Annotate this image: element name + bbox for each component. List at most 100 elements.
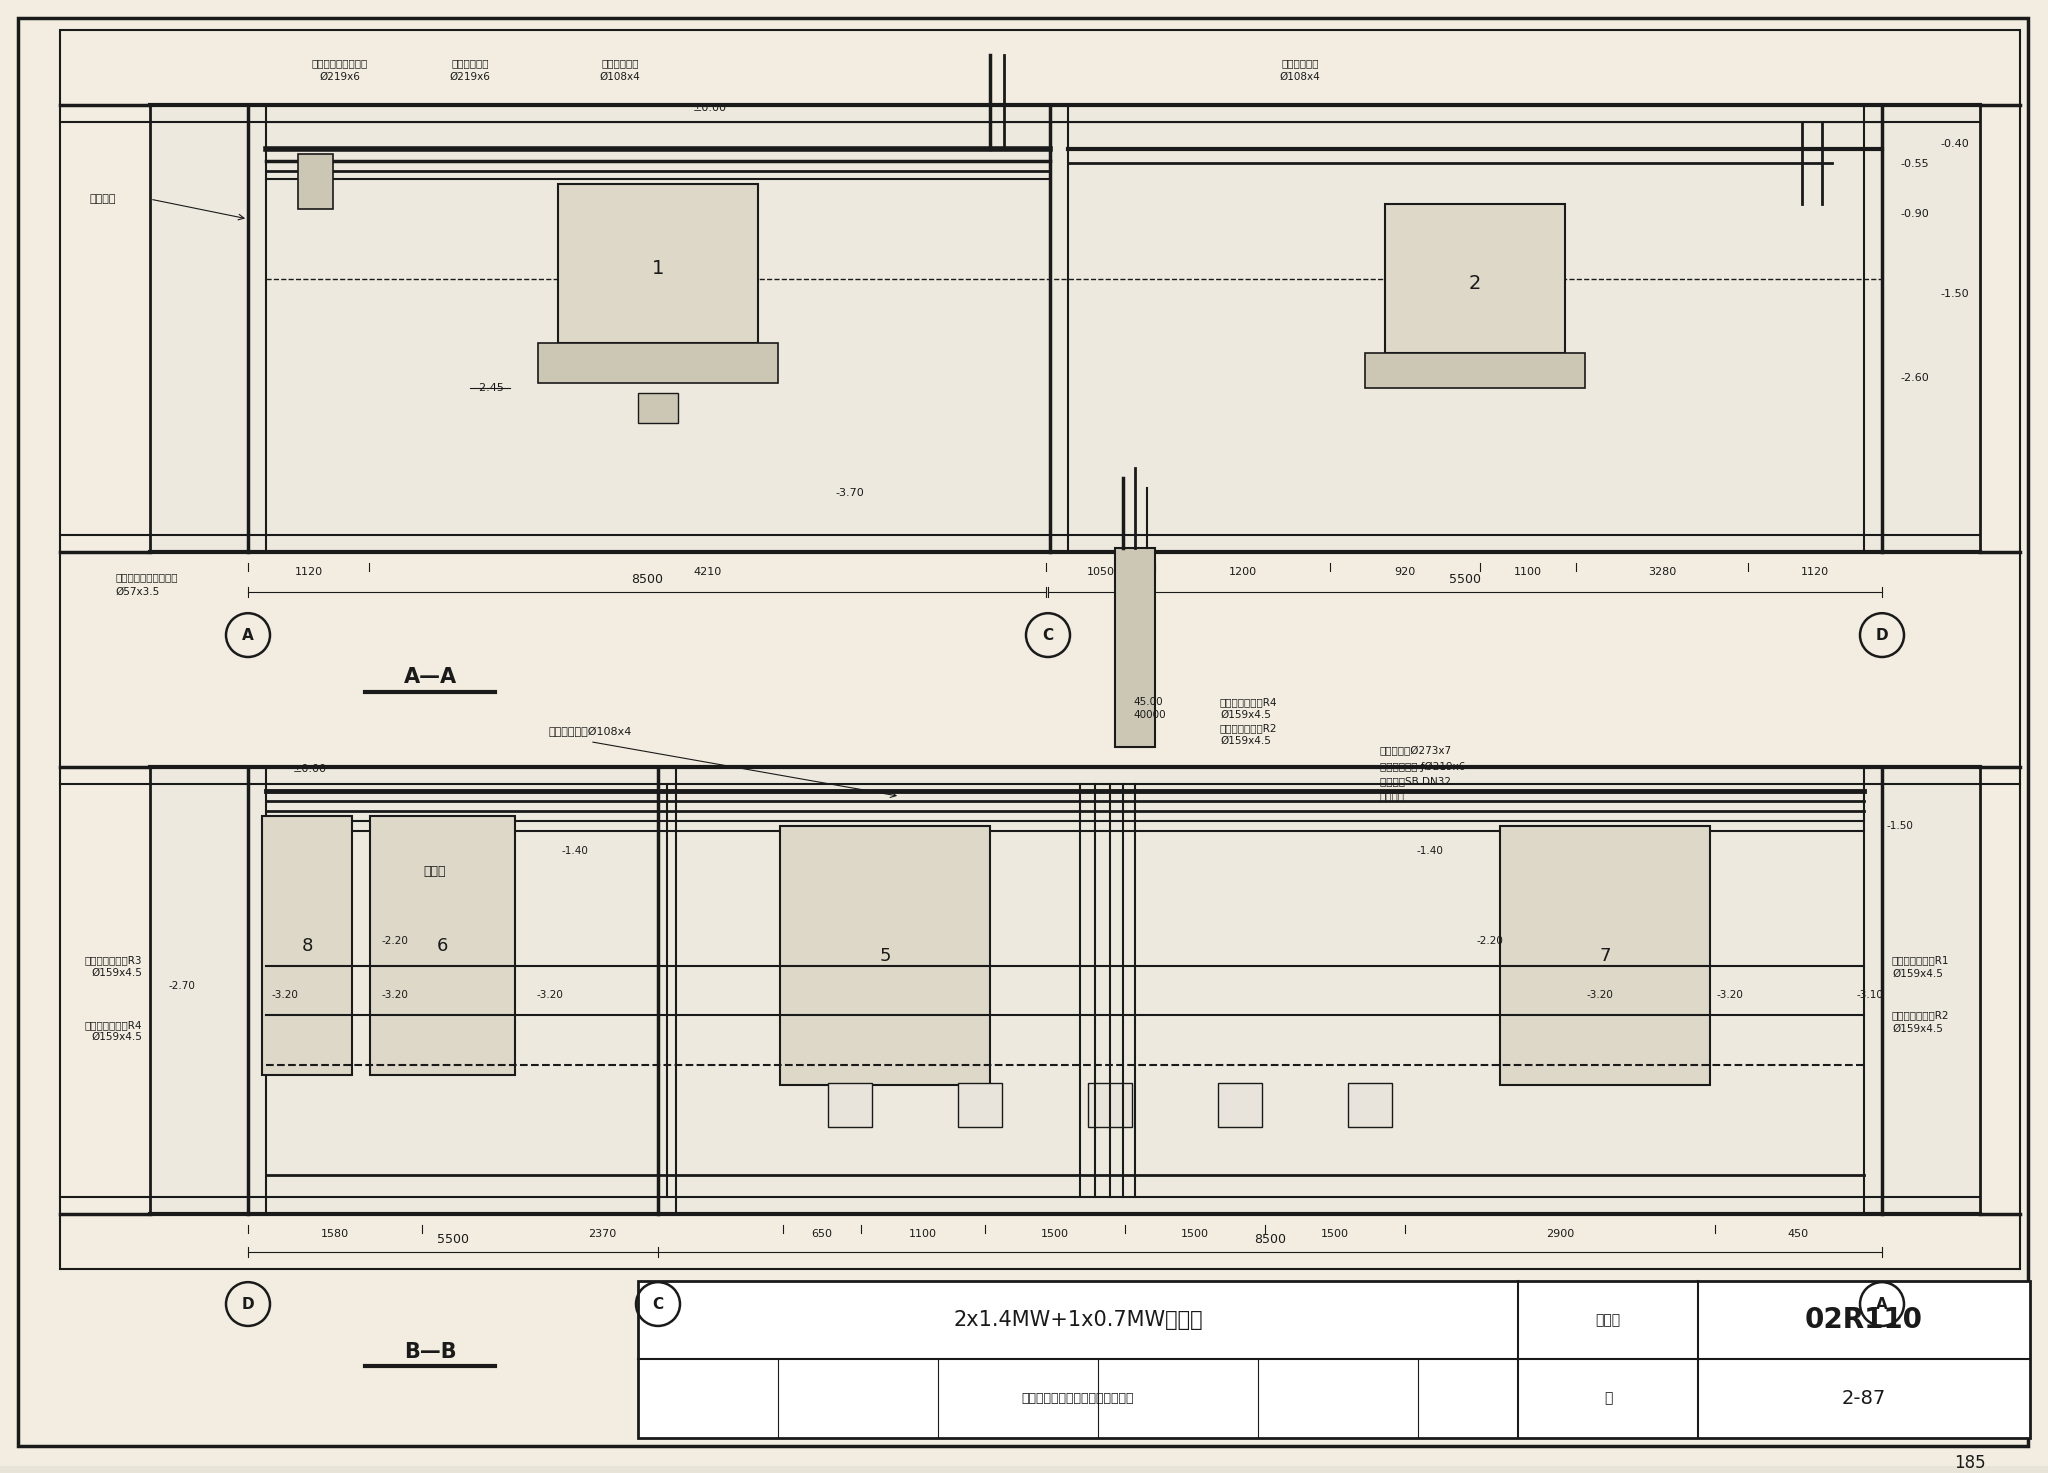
Text: 锅炉排气管接至水箱: 锅炉排气管接至水箱 xyxy=(311,57,369,68)
Text: -3.20: -3.20 xyxy=(381,990,408,1000)
Text: -1.50: -1.50 xyxy=(1886,822,1913,831)
Text: 锅炉出水管道: 锅炉出水管道 xyxy=(602,57,639,68)
Text: C: C xyxy=(653,1296,664,1311)
Text: D: D xyxy=(242,1296,254,1311)
Bar xyxy=(958,1083,1001,1127)
Text: 8500: 8500 xyxy=(1253,1233,1286,1246)
Text: Ø159x4.5: Ø159x4.5 xyxy=(90,1033,141,1043)
Text: Ø159x4.5: Ø159x4.5 xyxy=(1892,969,1944,978)
Text: -3.10: -3.10 xyxy=(1858,990,1884,1000)
Text: 高层热网供水管R1: 高层热网供水管R1 xyxy=(1892,956,1950,966)
Bar xyxy=(780,826,989,1086)
Text: 2900: 2900 xyxy=(1546,1230,1575,1239)
Text: 6: 6 xyxy=(436,937,449,955)
Bar xyxy=(1219,1083,1262,1127)
Text: 锅炉进水管Ø273x7: 锅炉进水管Ø273x7 xyxy=(1380,747,1452,757)
Text: -3.20: -3.20 xyxy=(537,990,563,1000)
Text: -0.55: -0.55 xyxy=(1901,159,1929,169)
Bar xyxy=(1348,1083,1393,1127)
Text: 8500: 8500 xyxy=(631,573,664,586)
Text: 40000: 40000 xyxy=(1133,710,1165,720)
Text: Ø159x4.5: Ø159x4.5 xyxy=(1221,735,1272,745)
Text: 45.00: 45.00 xyxy=(1133,697,1163,707)
Text: 2x1.4MW+1x0.7MW剖视图: 2x1.4MW+1x0.7MW剖视图 xyxy=(952,1309,1202,1330)
Text: -1.50: -1.50 xyxy=(1939,289,1968,299)
Text: -3.20: -3.20 xyxy=(1587,990,1614,1000)
Text: A: A xyxy=(242,627,254,642)
Bar xyxy=(557,184,758,343)
Text: -2.70: -2.70 xyxy=(168,981,195,990)
Text: -2.60: -2.60 xyxy=(1901,373,1929,383)
Bar xyxy=(1087,1083,1133,1127)
Text: 图集号: 图集号 xyxy=(1595,1312,1620,1327)
Text: -1.40: -1.40 xyxy=(561,846,588,856)
Text: 高层热网回水管R2: 高层热网回水管R2 xyxy=(1892,1010,1950,1021)
Bar xyxy=(1499,826,1710,1086)
Text: Ø159x4.5: Ø159x4.5 xyxy=(1221,710,1272,720)
Text: -3.20: -3.20 xyxy=(272,990,299,1000)
Text: A: A xyxy=(1876,1296,1888,1311)
Text: -3.70: -3.70 xyxy=(836,488,864,498)
Text: 进压天井: 进压天井 xyxy=(1380,791,1405,801)
Text: 页: 页 xyxy=(1604,1392,1612,1405)
Text: -0.40: -0.40 xyxy=(1939,140,1968,149)
Text: 2: 2 xyxy=(1468,274,1481,293)
Text: -1.40: -1.40 xyxy=(1417,846,1444,856)
Bar xyxy=(539,343,778,383)
Text: 1100: 1100 xyxy=(909,1230,938,1239)
Text: 锅炉出口母管Ø108x4: 锅炉出口母管Ø108x4 xyxy=(549,726,631,736)
Bar xyxy=(827,1083,872,1127)
Text: 软化水管SB DN32: 软化水管SB DN32 xyxy=(1380,776,1450,787)
Text: 多层热网回水管R4: 多层热网回水管R4 xyxy=(1221,697,1278,707)
Text: C: C xyxy=(1042,627,1053,642)
Text: 450: 450 xyxy=(1788,1230,1808,1239)
Text: 2370: 2370 xyxy=(588,1230,616,1239)
Text: 3280: 3280 xyxy=(1649,567,1675,577)
Text: 锅炉进口母管: 锅炉进口母管 xyxy=(451,57,489,68)
Bar xyxy=(150,766,1980,1214)
Bar xyxy=(150,105,1980,552)
Text: D: D xyxy=(1876,627,1888,642)
Text: 8: 8 xyxy=(301,937,313,955)
Text: 920: 920 xyxy=(1395,567,1415,577)
Text: Ø57x3.5: Ø57x3.5 xyxy=(115,586,160,597)
Text: 多层热网回水管R4: 多层热网回水管R4 xyxy=(84,1021,141,1030)
Text: 高层热网回水管R2: 高层热网回水管R2 xyxy=(1221,723,1278,732)
Text: 审核李名林校对赵善重设计任乙平: 审核李名林校对赵善重设计任乙平 xyxy=(1022,1392,1135,1405)
Text: 5500: 5500 xyxy=(436,1233,469,1246)
Bar xyxy=(371,816,514,1075)
Bar xyxy=(1384,205,1565,354)
Text: 1050: 1050 xyxy=(1087,567,1114,577)
Text: Ø108x4: Ø108x4 xyxy=(1280,72,1321,81)
Text: 锅炉间: 锅炉间 xyxy=(424,865,446,878)
Text: Ø159x4.5: Ø159x4.5 xyxy=(1892,1024,1944,1034)
Text: 1120: 1120 xyxy=(1800,567,1829,577)
Bar xyxy=(59,29,2019,1270)
Text: 1500: 1500 xyxy=(1040,1230,1069,1239)
Text: 锅炉排污管接至排水坑: 锅炉排污管接至排水坑 xyxy=(115,573,178,582)
Bar xyxy=(639,1282,2030,1439)
Text: Ø108x4: Ø108x4 xyxy=(600,72,641,81)
Text: 650: 650 xyxy=(811,1230,831,1239)
Bar xyxy=(639,393,678,423)
Text: 1500: 1500 xyxy=(1321,1230,1350,1239)
Text: 多层热网供水管R3: 多层热网供水管R3 xyxy=(84,956,141,966)
Text: A—A: A—A xyxy=(403,667,457,686)
Text: 5500: 5500 xyxy=(1450,573,1481,586)
Text: ±0.00: ±0.00 xyxy=(692,103,727,112)
Text: -2.45: -2.45 xyxy=(475,383,504,393)
Text: 锅炉排大气管 ƒØ219x6: 锅炉排大气管 ƒØ219x6 xyxy=(1380,762,1466,772)
Text: 1100: 1100 xyxy=(1513,567,1542,577)
Text: 锅炉出水管道: 锅炉出水管道 xyxy=(1282,57,1319,68)
Text: 02R110: 02R110 xyxy=(1804,1307,1923,1335)
Text: 185: 185 xyxy=(1954,1454,1987,1473)
Text: B—B: B—B xyxy=(403,1342,457,1363)
Bar xyxy=(262,816,352,1075)
Text: 1120: 1120 xyxy=(295,567,324,577)
Text: 7: 7 xyxy=(1599,947,1610,965)
Text: -3.20: -3.20 xyxy=(1716,990,1743,1000)
Text: 2-87: 2-87 xyxy=(1841,1389,1886,1408)
Text: Ø219x6: Ø219x6 xyxy=(451,72,489,81)
Text: 4210: 4210 xyxy=(694,567,721,577)
Text: -2.20: -2.20 xyxy=(381,935,408,946)
